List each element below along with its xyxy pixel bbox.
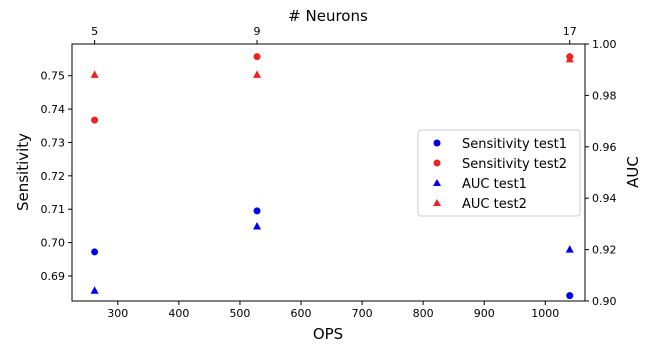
y-tick-label-5: 0.74 [41,103,66,116]
legend-label-auc-test2: AUC test2 [462,197,527,212]
y-axis-label: Sensitivity [14,133,32,211]
y-tick-label-6: 0.75 [41,70,66,83]
legend-marker-sensitivity-test1 [433,139,441,147]
y-tick-label-0: 0.69 [41,270,66,283]
point-auc-test2-2 [565,54,574,63]
y-tick-label-3: 0.72 [41,170,66,183]
point-sensitivity-test2-1 [253,53,261,61]
point-sensitivity-test1-2 [566,292,574,300]
x-tick-label-7: 1000 [531,307,559,320]
legend-label-sensitivity-test1: Sensitivity test1 [462,137,567,152]
y2-tick-label-3: 0.96 [592,141,617,154]
point-sensitivity-test2-0 [91,116,99,124]
legend-box [417,129,581,217]
legend-label-auc-test1: AUC test1 [462,177,527,192]
x2-tick-label-2: 17 [563,25,577,38]
x-axis-label: OPS [313,325,343,343]
point-auc-test1-2 [565,245,574,253]
point-auc-test1-0 [90,286,99,294]
ticks-layer: 300 400 500 600 700 800 900 1000 0.69 0.70 0.71 0.7… [41,25,617,320]
y2-tick-label-0: 0.90 [592,295,617,308]
x2-tick-label-0: 5 [91,25,98,38]
point-auc-test2-1 [253,70,262,78]
legend-label-sensitivity-test2: Sensitivity test2 [462,157,567,172]
legend-marker-auc-test1 [433,179,441,186]
points-layer [90,53,574,300]
x-tick-label-5: 800 [413,307,434,320]
x-tick-label-0: 300 [107,307,128,320]
x-tick-label-1: 400 [168,307,189,320]
point-auc-test2-0 [90,70,99,78]
y2-tick-label-2: 0.94 [592,192,617,205]
top-axis-label: # Neurons [288,7,368,25]
point-sensitivity-test1-0 [91,248,99,256]
y2-axis-label: AUC [624,156,642,188]
y-tick-label-4: 0.73 [41,136,66,149]
y2-tick-label-1: 0.92 [592,244,617,257]
x-tick-label-4: 700 [352,307,373,320]
legend-marker-auc-test2 [433,199,441,206]
x2-tick-label-1: 9 [254,25,261,38]
plot-area [71,43,586,302]
point-sensitivity-test1-1 [253,207,261,215]
x-tick-label-6: 900 [474,307,495,320]
x-tick-label-3: 600 [291,307,312,320]
legend-marker-sensitivity-test2 [433,159,441,167]
legend: Sensitivity test1 Sensitivity test2 AUC … [417,129,581,217]
y-tick-label-1: 0.70 [41,237,66,250]
y-tick-label-2: 0.71 [41,203,66,216]
y2-tick-label-5: 1.00 [592,38,617,51]
point-auc-test1-1 [253,221,262,230]
y2-tick-label-4: 0.98 [592,89,617,102]
x-tick-label-2: 500 [229,307,250,320]
